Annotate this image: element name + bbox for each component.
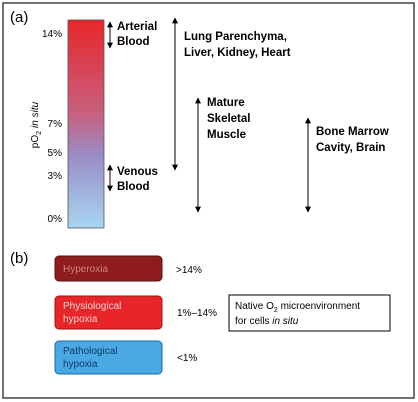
panel-label: (a) <box>10 9 28 26</box>
note: for cells in situ <box>235 316 299 327</box>
box-line: hypoxia <box>63 359 98 370</box>
note-part: 2 <box>274 307 278 314</box>
pathological-box <box>54 340 163 375</box>
tick-label: 0% <box>48 214 63 225</box>
note-box <box>228 294 391 332</box>
box-label: Physiological hypoxia <box>63 301 121 325</box>
annotation-line: Arterial <box>117 21 157 33</box>
hyperoxia-box <box>54 255 163 282</box>
annotation-line: Bone Marrow <box>316 126 389 138</box>
tick-label: 14% <box>42 29 62 40</box>
range-label: >14% <box>176 265 202 276</box>
annotation: Mature Skeletal Muscle <box>207 97 250 141</box>
box-line: hypoxia <box>63 314 98 325</box>
annotation: Lung Parenchyma, Liver, Kidney, Heart <box>184 31 291 59</box>
annotation-line: Mature <box>207 97 245 109</box>
oxygen-gradient-bar <box>67 19 105 229</box>
annotation: Bone Marrow Cavity, Brain <box>316 126 389 154</box>
label-part: 2 <box>36 131 43 135</box>
tick-label: 3% <box>48 171 63 182</box>
annotation-line: Blood <box>117 36 150 48</box>
tick-label: 5% <box>48 148 63 159</box>
annotation-line: Liver, Kidney, Heart <box>184 47 291 59</box>
note-part: for cells <box>235 316 272 327</box>
annotation: Venous Blood <box>117 166 158 193</box>
note-part: in situ <box>272 316 299 327</box>
annotation: Arterial Blood <box>117 21 157 48</box>
annotation-line: Blood <box>117 181 150 193</box>
physiological-box <box>54 295 163 330</box>
note-part: Native O <box>235 301 274 312</box>
annotation-line: Cavity, Brain <box>316 142 385 154</box>
range-label: <1% <box>177 353 197 364</box>
annotation-line: Lung Parenchyma, <box>184 31 287 43</box>
y-axis-label: pO2 in situ <box>30 101 43 148</box>
box-label: Hyperoxia <box>63 264 108 275</box>
annotation-line: Skeletal <box>207 113 250 125</box>
annotation-line: Venous <box>117 166 158 178</box>
annotation-line: Muscle <box>207 129 246 141</box>
note-part: microenvironment <box>278 301 360 312</box>
note: Native O2 microenvironment <box>235 301 360 314</box>
box-line: Pathological <box>63 346 117 357</box>
tick-label: 7% <box>48 119 63 130</box>
label-part: in situ <box>30 101 41 128</box>
frame <box>2 2 415 399</box>
panel-label: (b) <box>10 250 28 267</box>
range-label: 1%–14% <box>177 308 217 319</box>
label-part: pO <box>30 135 41 149</box>
box-line: Physiological <box>63 301 121 312</box>
arrows <box>107 17 311 213</box>
box-label: Pathological hypoxia <box>63 346 117 370</box>
